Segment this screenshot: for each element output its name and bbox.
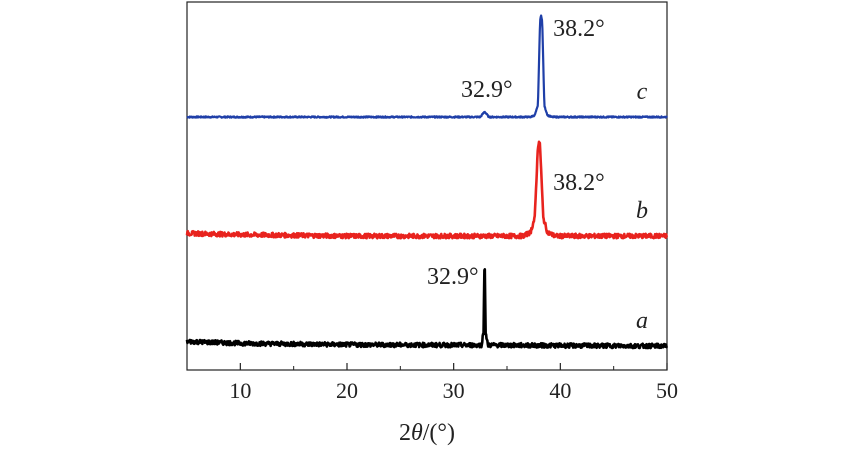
series-label-b: b [636,198,648,224]
peak-label-c-1: 38.2° [553,16,605,42]
x-axis-label-prefix: 2 [399,420,411,446]
x-tick-label-30: 30 [443,378,465,403]
series-line-b [185,140,669,240]
series-label-c: c [637,79,648,105]
x-tick-label-20: 20 [336,378,358,403]
x-axis-label: 2θ/(°) [399,420,455,446]
peak-label-a-0: 32.9° [427,264,479,290]
x-axis: 10 20 30 40 50 [186,363,678,403]
peak-label-c-0: 32.9° [461,77,513,103]
series-b: b 38.2° [185,140,669,240]
series-a: a 32.9° [185,264,668,350]
peak-label-b-0: 38.2° [553,170,605,196]
x-axis-label-symbol: θ [411,420,423,446]
plot-frame [186,1,668,371]
series-c: c 32.9° 38.2° [186,14,668,119]
x-axis-label-unit: /(°) [423,420,455,446]
x-tick-label-10: 10 [229,378,251,403]
series-line-c [186,14,668,119]
x-tick-label-40: 40 [549,378,571,403]
series-line-a [185,268,668,350]
series-label-a: a [636,308,648,334]
x-tick-label-50: 50 [656,378,678,403]
series-layer: c 32.9° 38.2° b 38.2° a 32.9° [185,14,669,350]
